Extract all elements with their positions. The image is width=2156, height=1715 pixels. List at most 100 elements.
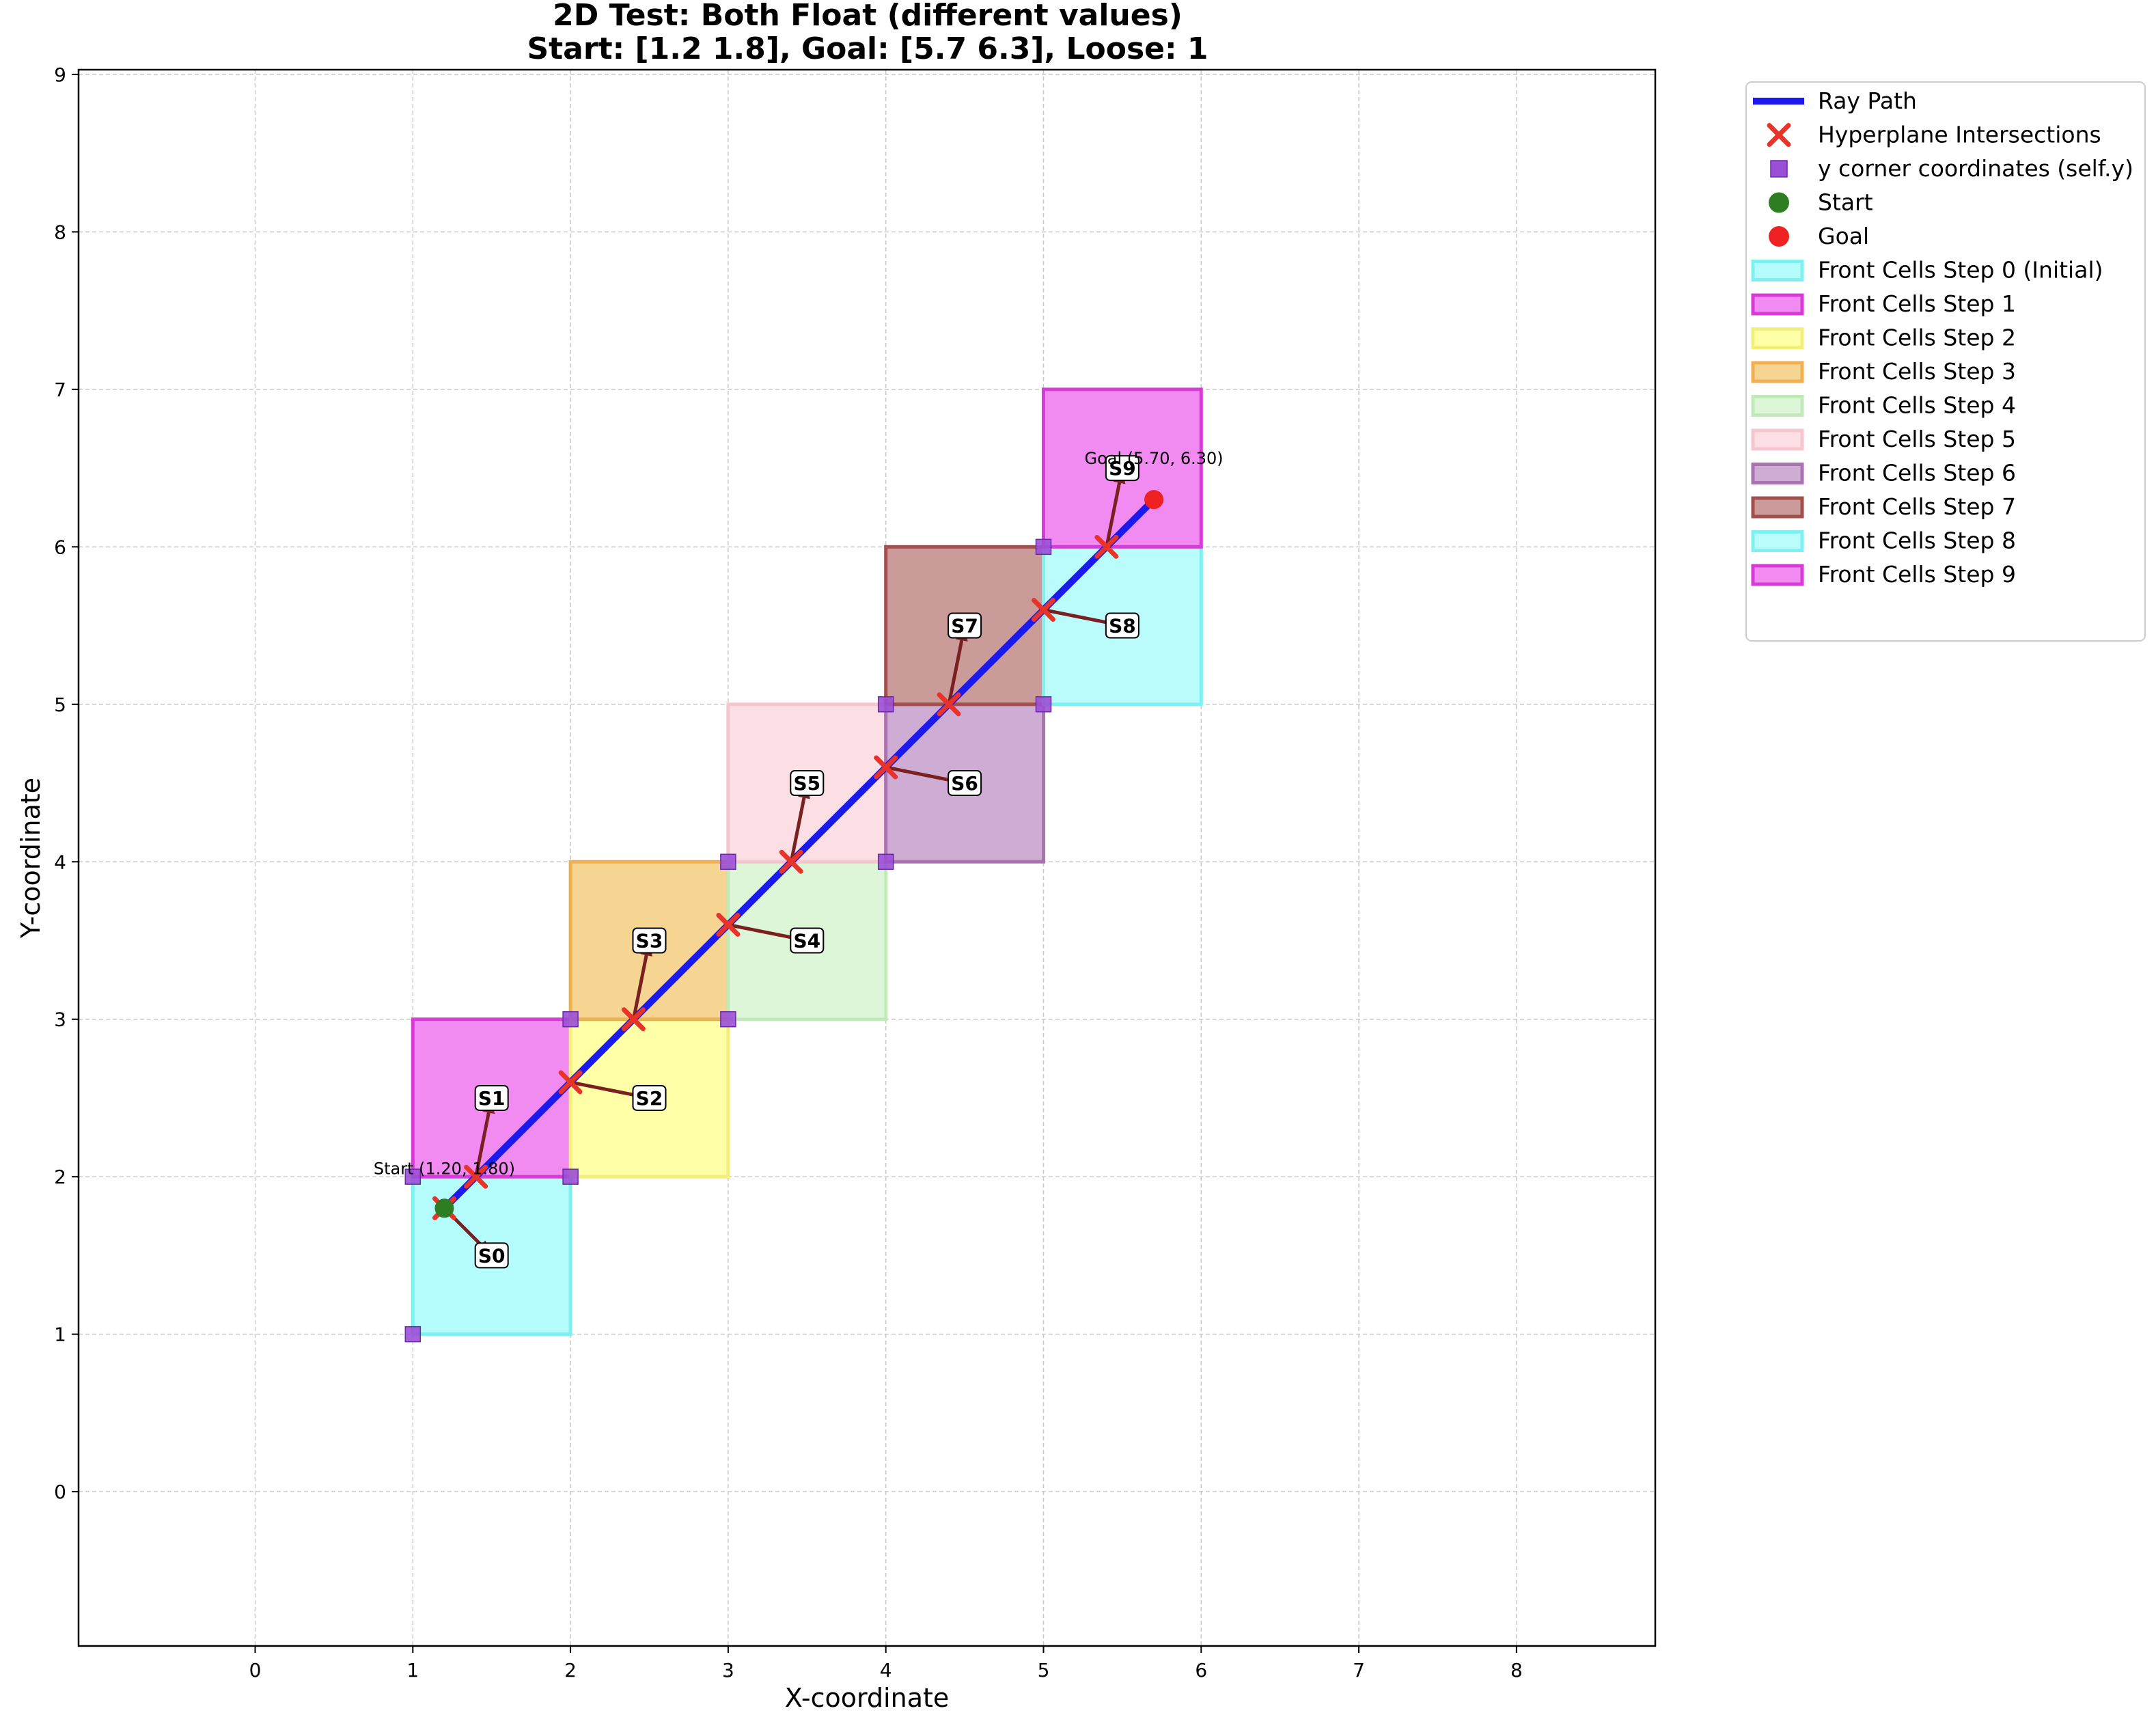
y-tick-label: 2 <box>54 1166 66 1188</box>
intersection-marker <box>779 849 803 874</box>
legend-corner-swatch <box>1770 160 1788 178</box>
front-cell <box>411 1017 572 1179</box>
step-label-box <box>1105 612 1139 639</box>
step-label: S4 <box>793 929 820 952</box>
y-tick-label: 7 <box>54 379 66 401</box>
step-label: S6 <box>951 772 978 795</box>
step-label-box <box>474 1084 509 1111</box>
step-label-box <box>1105 455 1139 482</box>
x-tick-label: 0 <box>249 1659 262 1682</box>
legend-label: Start <box>1818 189 1873 216</box>
step-label-box <box>474 1242 509 1269</box>
step-label-box <box>790 770 825 797</box>
intersection-marker <box>937 692 961 717</box>
legend-frame <box>1745 81 2146 642</box>
chart-title-line1: 2D Test: Both Float (different values) <box>553 0 1183 33</box>
legend-cell-swatch <box>1751 496 1804 519</box>
legend-intersection-swatch <box>1767 123 1791 147</box>
step-arrow <box>1105 474 1123 547</box>
legend-label: Front Cells Step 0 (Initial) <box>1818 257 2103 284</box>
chart-title-line2: Start: [1.2 1.8], Goal: [5.7 6.3], Loose… <box>527 31 1208 66</box>
step-arrow <box>474 1104 493 1177</box>
legend-label: Front Cells Step 6 <box>1818 460 2016 486</box>
corner-marker <box>1035 538 1052 555</box>
y-tick-label: 4 <box>54 851 66 873</box>
step-arrow <box>570 1080 644 1099</box>
y-tick-label: 8 <box>54 221 66 243</box>
intersection-marker <box>874 755 898 780</box>
corner-marker <box>720 853 736 870</box>
step-label-box <box>948 770 982 797</box>
intersection-marker <box>621 1007 646 1032</box>
intersection-marker <box>1094 534 1119 559</box>
corner-marker <box>1035 696 1052 713</box>
step-arrow <box>885 765 958 784</box>
legend-label: Front Cells Step 2 <box>1818 325 2016 351</box>
legend-label: Front Cells Step 9 <box>1818 561 2016 588</box>
y-tick-label: 1 <box>54 1323 66 1346</box>
legend-label: Ray Path <box>1818 87 1917 114</box>
legend-label: Front Cells Step 8 <box>1818 527 2016 554</box>
x-tick-label: 1 <box>406 1659 419 1682</box>
step-label: S3 <box>636 929 663 952</box>
step-label: S0 <box>478 1244 506 1267</box>
intersection-stroke <box>937 692 961 717</box>
corner-marker <box>562 1011 579 1028</box>
y-axis-label: Y-coordinate <box>16 778 46 939</box>
legend-label: Front Cells Step 3 <box>1818 358 2016 385</box>
x-tick-label: 3 <box>722 1659 734 1682</box>
corner-marker <box>562 1168 579 1185</box>
corner-marker <box>404 1326 421 1343</box>
y-tick-label: 3 <box>54 1009 66 1031</box>
legend-cell-swatch <box>1751 428 1804 451</box>
start-annotation: Start (1.20, 1.80) <box>374 1159 515 1178</box>
y-tick-label: 9 <box>54 64 66 86</box>
start-marker <box>434 1198 454 1218</box>
step-label-box <box>948 612 982 639</box>
x-tick-label: 6 <box>1195 1659 1207 1682</box>
intersection-marker <box>1031 598 1055 622</box>
front-cell <box>1041 387 1203 549</box>
step-label: S1 <box>478 1087 506 1110</box>
x-tick-label: 7 <box>1353 1659 1365 1682</box>
y-tick-label: 0 <box>54 1481 66 1503</box>
step-label: S9 <box>1109 457 1136 480</box>
legend-label: Goal <box>1818 223 1869 249</box>
step-labels: S0 S1 S2 S3 S4 S5 S6 S7 S8 S9 <box>474 455 1139 1269</box>
legend-cell-swatch <box>1751 395 1804 417</box>
legend-cell-swatch <box>1751 260 1804 282</box>
x-tick-label: 5 <box>1038 1659 1050 1682</box>
x-tick-label: 4 <box>880 1659 892 1682</box>
corner-marker <box>877 696 894 713</box>
intersection-marker <box>716 912 741 937</box>
corner-marker <box>720 1011 736 1028</box>
endpoint-annotations: Start (1.20, 1.80) Goal (5.70, 6.30) <box>374 449 1224 1178</box>
axis-ticks: 0 1 2 3 4 5 6 7 8 0 1 2 3 4 5 6 7 8 9 <box>54 64 1523 1682</box>
goal-marker <box>1144 490 1164 510</box>
y-tick-label: 6 <box>54 536 66 558</box>
goal-annotation: Goal (5.70, 6.30) <box>1084 449 1223 468</box>
endpoint-markers <box>434 490 1164 1218</box>
step-arrow <box>1043 608 1116 627</box>
legend-label: Front Cells Step 4 <box>1818 392 2016 419</box>
intersection-stroke <box>716 912 741 937</box>
legend-cell-swatch <box>1751 463 1804 484</box>
x-tick-label: 8 <box>1510 1659 1523 1682</box>
step-label: S5 <box>793 772 820 795</box>
corner-marker <box>877 853 894 870</box>
y-tick-label: 5 <box>54 694 66 716</box>
x-axis-label: X-coordinate <box>785 1683 950 1713</box>
step-arrow <box>789 789 807 862</box>
legend-label: Hyperplane Intersections <box>1818 122 2101 148</box>
step-label-box <box>790 927 825 954</box>
x-tick-label: 2 <box>564 1659 577 1682</box>
step-arrow <box>728 922 801 941</box>
legend-cell-swatch <box>1751 564 1804 586</box>
step-label-box <box>632 927 667 954</box>
legend-goal-swatch <box>1769 226 1789 247</box>
legend-label: Front Cells Step 1 <box>1818 290 2016 317</box>
legend-start-swatch <box>1769 192 1789 213</box>
corner-markers <box>404 538 1052 1343</box>
intersection-marker <box>464 1164 488 1189</box>
